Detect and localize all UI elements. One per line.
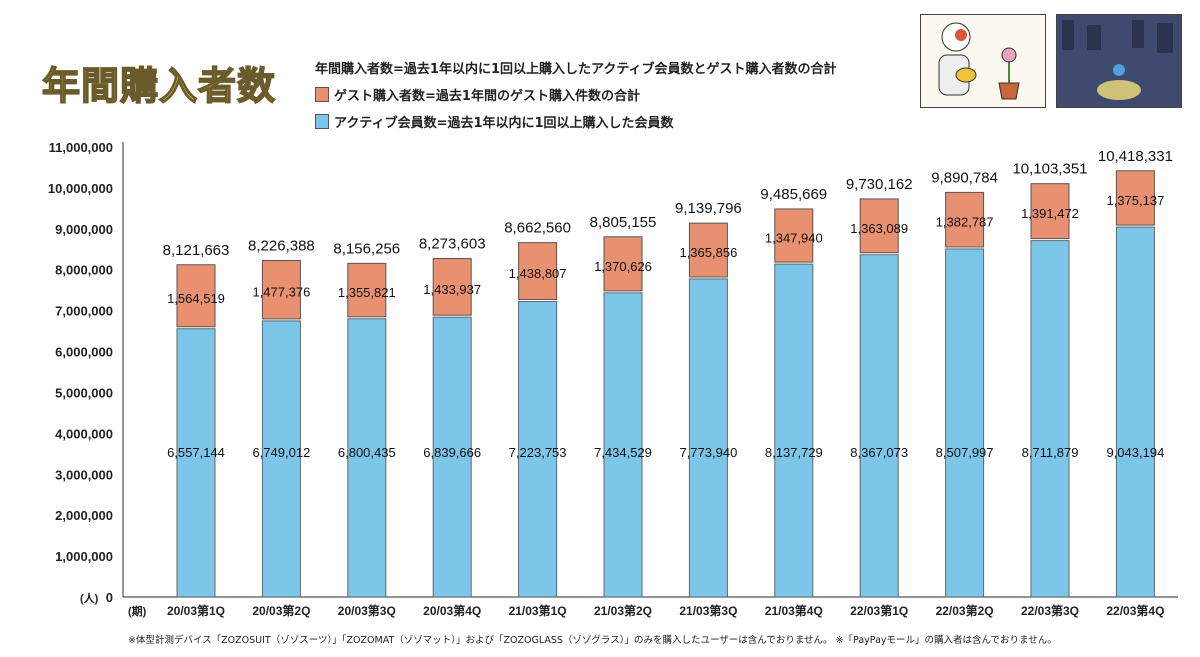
x-tick-label: 22/03第3Q (1021, 603, 1079, 618)
active-value-label: 6,749,012 (252, 445, 310, 460)
y-axis-unit: (人) (80, 591, 99, 605)
guest-value-label: 1,477,376 (252, 285, 310, 300)
total-label: 9,485,669 (760, 186, 827, 203)
bar-guest (1115, 170, 1155, 226)
active-value-label: 7,434,529 (594, 445, 652, 460)
total-label: 9,890,784 (931, 169, 998, 186)
active-value-label: 9,043,194 (1106, 445, 1164, 460)
footnote: ※体型計測デバイス「ZOZOSUIT（ゾゾスーツ）」「ZOZOMAT（ゾゾマット… (128, 635, 1057, 646)
bar-active (945, 248, 985, 598)
guest-value-label: 1,370,626 (594, 259, 652, 274)
active-value-label: 8,137,729 (765, 445, 823, 460)
x-tick-label: 22/03第4Q (1106, 603, 1164, 618)
guest-value-label: 1,355,821 (338, 285, 396, 300)
bar-guest (859, 198, 899, 254)
legend-guest-label: ゲスト購入者数=過去1年間のゲスト購入件数の合計 (334, 89, 640, 104)
active-value-label: 8,711,879 (1022, 445, 1079, 460)
bar-active (859, 254, 899, 598)
x-axis-unit: (期) (128, 604, 147, 618)
total-label: 9,730,162 (846, 176, 913, 193)
x-tick-label: 22/03第2Q (936, 603, 994, 618)
bar-guest (432, 258, 472, 316)
active-value-label: 7,223,753 (509, 445, 567, 460)
bar-active (1115, 226, 1155, 598)
bar-active (603, 292, 643, 598)
bar-active (347, 318, 387, 598)
guest-value-label: 1,564,519 (167, 291, 225, 306)
guest-value-label: 1,391,472 (1021, 206, 1079, 221)
x-tick-label: 21/03第2Q (594, 603, 652, 618)
active-value-label: 7,773,940 (679, 445, 737, 460)
y-tick-label: 9,000,000 (55, 222, 113, 237)
x-tick-label: 20/03第3Q (338, 603, 396, 618)
bar-guest (603, 236, 643, 292)
y-tick-label: 4,000,000 (55, 426, 113, 441)
bar-active (518, 300, 558, 598)
legend-active: アクティブ会員数=過去1年以内に1回以上購入した会員数 (315, 112, 674, 131)
y-tick-label: 2,000,000 (55, 508, 113, 523)
bar-guest (518, 242, 558, 300)
y-tick-label: 0 (106, 590, 113, 605)
active-value-label: 8,367,073 (850, 445, 908, 460)
total-label: 10,103,351 (1012, 161, 1087, 178)
x-tick-label: 21/03第4Q (765, 603, 823, 618)
bar-active (176, 328, 216, 598)
y-tick-label: 5,000,000 (55, 385, 113, 400)
x-tick-label: 21/03第3Q (679, 603, 737, 618)
bar-guest (347, 262, 387, 318)
bar-guest (688, 222, 728, 278)
legend-definition: 年間購入者数=過去1年以内に1回以上購入したアクティブ会員数とゲスト購入者数の合… (315, 62, 837, 77)
total-label: 8,226,388 (248, 237, 315, 254)
active-swatch (315, 114, 329, 129)
bar-guest (1030, 183, 1070, 240)
total-label: 8,805,155 (590, 214, 657, 231)
bar-active (261, 320, 301, 598)
illustration-night-city (1056, 14, 1182, 108)
bar-active (688, 278, 728, 598)
x-tick-label: 20/03第2Q (252, 603, 310, 618)
active-value-label: 6,557,144 (167, 445, 225, 460)
bar-active (1030, 240, 1070, 598)
y-tick-label: 6,000,000 (55, 345, 113, 360)
bar-active (774, 263, 814, 598)
y-tick-label: 3,000,000 (55, 467, 113, 482)
active-value-label: 6,800,435 (338, 445, 396, 460)
x-tick-label: 21/03第1Q (509, 603, 567, 618)
guest-value-label: 1,433,937 (423, 282, 481, 297)
guest-value-label: 1,347,940 (765, 231, 823, 246)
total-label: 9,139,796 (675, 200, 742, 217)
bar-guest (176, 264, 216, 328)
bar-guest (945, 191, 985, 248)
legend-guest: ゲスト購入者数=過去1年間のゲスト購入件数の合計 (315, 85, 640, 104)
bar-active (432, 316, 472, 598)
x-tick-label: 20/03第1Q (167, 603, 225, 618)
page-title: 年間購入者数 (41, 63, 277, 109)
guest-value-label: 1,375,137 (1106, 193, 1164, 208)
total-label: 8,662,560 (504, 220, 571, 237)
y-tick-label: 7,000,000 (55, 304, 113, 319)
bar-guest (261, 259, 301, 320)
guest-swatch (315, 87, 329, 102)
total-label: 8,156,256 (333, 240, 400, 257)
illustration-watering-flower (920, 14, 1046, 108)
bar-guest (774, 208, 814, 263)
active-value-label: 8,507,997 (936, 445, 994, 460)
guest-value-label: 1,438,807 (509, 266, 567, 281)
y-tick-label: 10,000,000 (48, 181, 113, 196)
legend-active-label: アクティブ会員数=過去1年以内に1回以上購入した会員数 (334, 116, 674, 131)
guest-value-label: 1,382,787 (936, 215, 994, 230)
total-label: 8,273,603 (419, 236, 486, 253)
y-tick-label: 1,000,000 (55, 549, 113, 564)
total-label: 8,121,663 (163, 242, 230, 259)
guest-value-label: 1,365,856 (679, 245, 737, 260)
y-tick-label: 8,000,000 (55, 263, 113, 278)
x-tick-label: 20/03第4Q (423, 603, 481, 618)
guest-value-label: 1,363,089 (850, 221, 908, 236)
y-tick-label: 11,000,000 (49, 140, 113, 155)
total-label: 10,418,331 (1098, 148, 1173, 165)
x-tick-label: 22/03第1Q (850, 603, 908, 618)
active-value-label: 6,839,666 (423, 445, 481, 460)
